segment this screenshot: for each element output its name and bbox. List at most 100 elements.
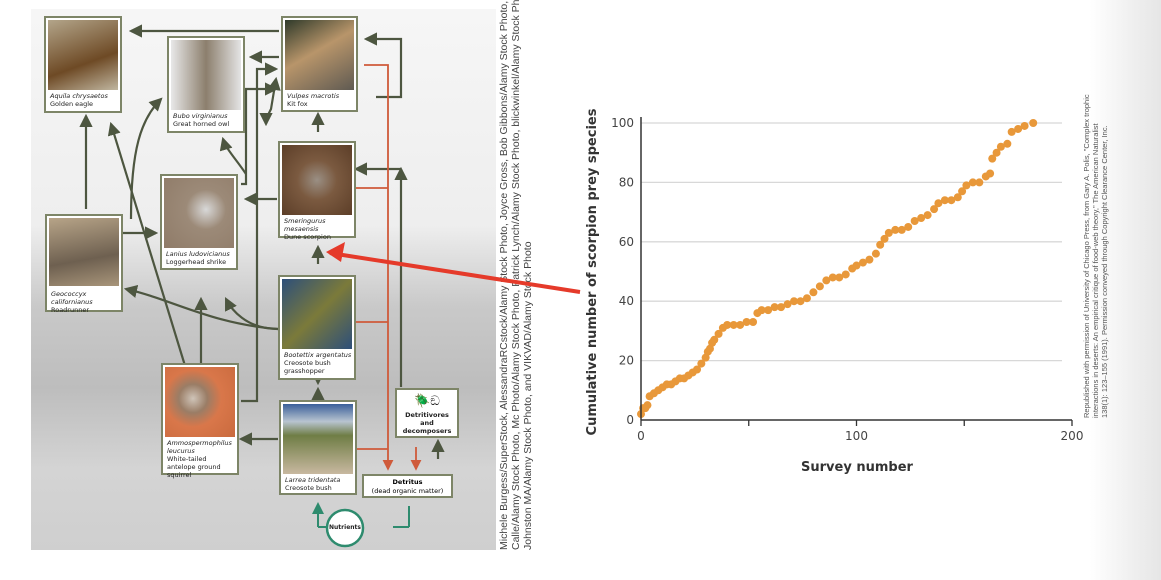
node-common-name: Great horned owl bbox=[173, 120, 230, 128]
chart-credit: Republished with permission of Universit… bbox=[1082, 94, 1109, 418]
node-loggerhead-shrike: Lanius ludovicianus Loggerhead shrike bbox=[160, 174, 238, 270]
node-sci-name: Larrea tridentata bbox=[285, 476, 341, 484]
data-point bbox=[757, 306, 766, 315]
node-sci-name: Smeringurus mesaensis bbox=[284, 217, 326, 233]
y-tick-label: 80 bbox=[619, 175, 634, 189]
data-point bbox=[958, 187, 967, 196]
node-great-horned-owl: Bubo virginianus Great horned owl bbox=[167, 36, 245, 133]
data-point bbox=[742, 317, 751, 326]
node-sci-name: Bootettix argentatus bbox=[284, 351, 352, 359]
roadrunner-photo bbox=[49, 218, 119, 286]
data-point bbox=[975, 178, 984, 187]
data-point bbox=[962, 181, 971, 190]
node-common-name: Roadrunner bbox=[51, 306, 90, 314]
grasshopper-photo bbox=[282, 279, 352, 349]
node-common-name: Loggerhead shrike bbox=[166, 258, 227, 266]
node-sci-name: Lanius ludovicianus bbox=[166, 250, 230, 258]
node-sci-name: Vulpes macrotis bbox=[287, 92, 340, 100]
data-point bbox=[710, 335, 719, 344]
data-point bbox=[1007, 127, 1016, 136]
y-tick-label: 0 bbox=[626, 413, 634, 427]
data-point bbox=[940, 196, 949, 205]
data-point bbox=[828, 273, 837, 282]
data-point bbox=[723, 320, 732, 329]
data-point bbox=[917, 214, 926, 223]
node-common-name: Creosote bush grasshopper bbox=[284, 359, 331, 375]
data-point bbox=[968, 178, 977, 187]
data-point bbox=[880, 234, 889, 243]
data-point bbox=[871, 249, 880, 258]
data-point bbox=[852, 261, 861, 270]
data-point bbox=[884, 228, 893, 237]
data-point bbox=[729, 320, 738, 329]
data-point bbox=[764, 306, 773, 315]
data-point bbox=[783, 300, 792, 309]
x-tick-label: 200 bbox=[1061, 429, 1084, 443]
food-web-diagram: Aquila chrysaetos Golden eagle Bubo virgi… bbox=[31, 9, 496, 550]
data-point bbox=[910, 217, 919, 226]
data-point bbox=[777, 303, 786, 312]
node-antelope-ground-squirrel: Ammospermophilus leucurus White-tailed an… bbox=[161, 363, 239, 479]
x-axis-label: Survey number bbox=[801, 460, 913, 475]
data-point bbox=[865, 255, 874, 264]
data-point bbox=[714, 329, 723, 338]
data-point bbox=[790, 297, 799, 306]
loggerhead-shrike-photo bbox=[164, 178, 234, 248]
y-tick-label: 40 bbox=[619, 294, 634, 308]
detritus-subtitle: (dead organic matter) bbox=[371, 487, 444, 495]
data-point bbox=[904, 222, 913, 231]
data-point bbox=[835, 273, 844, 282]
node-common-name: Golden eagle bbox=[50, 100, 94, 108]
node-common-name: Dune scorpion bbox=[284, 233, 331, 241]
highlight-arrow bbox=[329, 251, 581, 294]
node-golden-eagle: Aquila chrysaetos Golden eagle bbox=[44, 16, 122, 113]
data-point bbox=[930, 205, 939, 214]
node-detritus: Detritus (dead organic matter) bbox=[362, 474, 453, 498]
data-point bbox=[809, 288, 818, 297]
node-kit-fox: Vulpes macrotis Kit fox bbox=[281, 16, 358, 112]
data-point bbox=[1014, 124, 1023, 133]
data-point bbox=[1029, 119, 1038, 127]
data-point bbox=[643, 401, 652, 410]
data-point bbox=[802, 294, 811, 303]
great-horned-owl-photo bbox=[171, 40, 241, 110]
node-sci-name: Bubo virginianus bbox=[173, 112, 228, 120]
data-point bbox=[897, 225, 906, 234]
y-tick-label: 20 bbox=[619, 354, 634, 368]
data-point bbox=[934, 199, 943, 208]
node-roadrunner: Geococcyx californianus Roadrunner bbox=[45, 214, 123, 314]
data-point bbox=[770, 303, 779, 312]
data-point bbox=[815, 282, 824, 291]
detritivores-label: Detritivores and decomposers bbox=[402, 411, 452, 435]
node-creosote-bush-grasshopper: Bootettix argentatus Creosote bush grassh… bbox=[278, 275, 356, 380]
food-web-arrows bbox=[79, 24, 445, 548]
detritus-title: Detritus bbox=[392, 478, 423, 486]
data-point bbox=[1003, 139, 1012, 148]
data-point bbox=[996, 142, 1005, 151]
data-point bbox=[1020, 121, 1029, 130]
y-tick-label: 100 bbox=[611, 116, 634, 130]
data-point bbox=[697, 359, 706, 368]
data-point bbox=[841, 270, 850, 279]
data-point bbox=[693, 365, 702, 374]
golden-eagle-photo bbox=[48, 20, 118, 90]
ground-squirrel-photo bbox=[165, 367, 235, 437]
beetle-worm-icon: 🪲ඞ bbox=[414, 394, 440, 409]
data-point bbox=[891, 225, 900, 234]
node-common-name: Kit fox bbox=[287, 100, 308, 108]
data-point bbox=[736, 320, 745, 329]
creosote-bush-photo bbox=[283, 404, 353, 474]
node-sci-name: Geococcyx californianus bbox=[51, 290, 93, 306]
x-tick-label: 0 bbox=[637, 429, 645, 443]
data-point bbox=[876, 240, 885, 249]
data-point bbox=[822, 276, 831, 285]
data-point bbox=[988, 154, 997, 163]
dune-scorpion-photo bbox=[282, 145, 352, 215]
node-sci-name: Ammospermophilus leucurus bbox=[167, 439, 232, 455]
data-point bbox=[953, 193, 962, 202]
y-axis-label: Cumulative number of scorpion prey speci… bbox=[585, 108, 600, 435]
nutrients-label: Nutrients bbox=[329, 524, 361, 531]
data-point bbox=[858, 258, 867, 267]
kit-fox-photo bbox=[285, 20, 354, 90]
